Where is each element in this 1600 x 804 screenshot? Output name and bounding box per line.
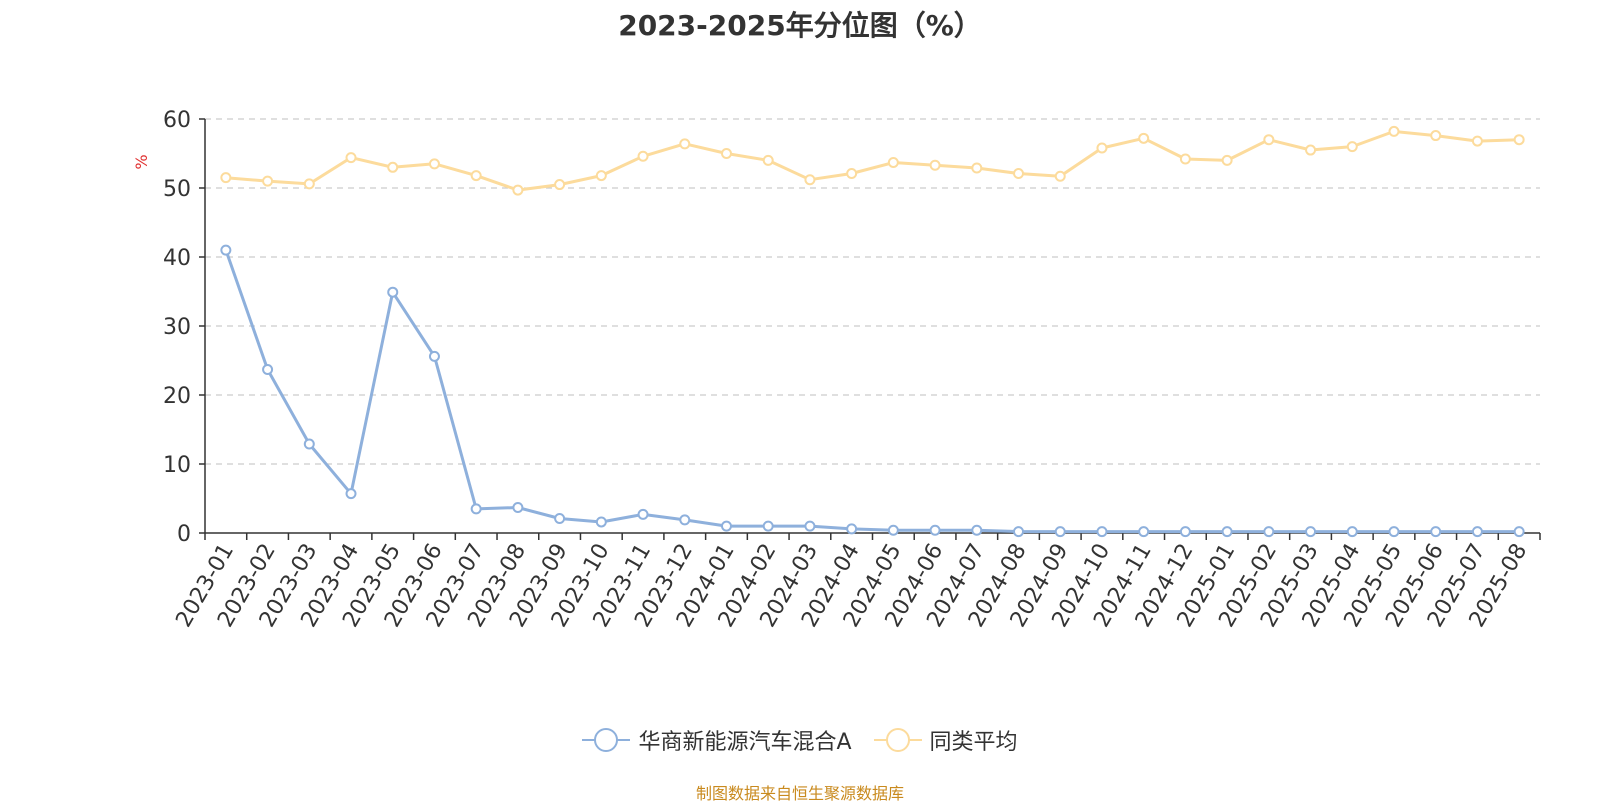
series-1-point[interactable] — [720, 520, 732, 532]
y-tick-label: 10 — [163, 453, 191, 478]
legend-swatch-series-2 — [873, 727, 922, 753]
series-2-point[interactable] — [262, 175, 274, 187]
series-1-point[interactable] — [971, 524, 983, 536]
series-2-point[interactable] — [720, 148, 732, 159]
series-2-point[interactable] — [679, 138, 691, 150]
series-1-point[interactable] — [1471, 526, 1483, 538]
series-1-point[interactable] — [1221, 526, 1233, 538]
series-2-point[interactable] — [1054, 170, 1066, 182]
series-1-point[interactable] — [1263, 526, 1275, 538]
series-2-point[interactable] — [512, 184, 524, 196]
series-2-point[interactable] — [595, 170, 607, 182]
series-1-point[interactable] — [679, 514, 691, 526]
series-1-point[interactable] — [1388, 526, 1400, 538]
series-1-point[interactable] — [595, 516, 607, 528]
series-2-point[interactable] — [554, 179, 566, 191]
series-1-point[interactable] — [1305, 526, 1317, 538]
series-1-point[interactable] — [220, 244, 232, 256]
series-1-point[interactable] — [1013, 526, 1025, 538]
series-1-point[interactable] — [512, 501, 524, 513]
series-2-point[interactable] — [1221, 154, 1233, 166]
series-2-point[interactable] — [804, 174, 816, 186]
y-tick-label: 40 — [163, 246, 191, 271]
y-axis-label: % — [132, 154, 151, 169]
series-2-point[interactable] — [1263, 134, 1275, 146]
series-2-point[interactable] — [1305, 144, 1317, 156]
series-2-point[interactable] — [637, 150, 649, 162]
series-1-point[interactable] — [387, 286, 399, 298]
series-2-point[interactable] — [303, 178, 315, 190]
legend-label-series-2: 同类平均 — [929, 730, 1018, 755]
series-2-point[interactable] — [1138, 132, 1150, 144]
legend-circle-series-2 — [885, 728, 910, 752]
series-2-point[interactable] — [1346, 141, 1358, 153]
series-1-point[interactable] — [1430, 526, 1442, 538]
legend-circle-series-1 — [594, 728, 619, 752]
y-tick-label: 0 — [177, 522, 191, 547]
series-2-point[interactable] — [1513, 134, 1525, 146]
series-2-point[interactable] — [1430, 130, 1442, 142]
series-line-2 — [225, 129, 1520, 192]
series-1-point[interactable] — [637, 508, 649, 520]
series-2-point[interactable] — [470, 170, 482, 182]
series-1-point[interactable] — [1179, 526, 1191, 538]
series-lines — [220, 125, 1525, 538]
y-tick-label: 20 — [163, 384, 191, 409]
series-1-point[interactable] — [1096, 526, 1108, 538]
y-tick-label: 50 — [163, 177, 191, 202]
series-1-point[interactable] — [428, 350, 440, 362]
legend-item-series-1[interactable]: 华商新能源汽车混合A — [582, 724, 852, 756]
series-1-point[interactable] — [262, 363, 274, 375]
grid-lines — [205, 118, 1540, 465]
series-2-point[interactable] — [1471, 135, 1483, 147]
series-1-point[interactable] — [846, 523, 858, 535]
chart-title: 2023-2025年分位图（%） — [618, 9, 982, 42]
series-2-point[interactable] — [345, 152, 357, 164]
legend: 华商新能源汽车混合A 同类平均 — [0, 722, 1600, 758]
series-1-point[interactable] — [929, 524, 941, 536]
y-tick-label: 60 — [163, 108, 191, 133]
legend-item-series-2[interactable]: 同类平均 — [873, 724, 1018, 756]
source-note: 制图数据来自恒生聚源数据库 — [695, 784, 904, 803]
series-1-point[interactable] — [887, 524, 899, 536]
series-2-point[interactable] — [846, 168, 858, 180]
series-1-point[interactable] — [804, 520, 816, 532]
series-line-1 — [224, 249, 1520, 534]
series-2-point[interactable] — [762, 154, 774, 166]
series-1-point[interactable] — [1513, 526, 1525, 538]
series-2-point[interactable] — [887, 156, 899, 168]
series-2-point[interactable] — [387, 161, 399, 173]
axes: 01020304050602023-012023-022023-032023-0… — [163, 108, 1541, 632]
series-2-point[interactable] — [971, 162, 983, 174]
series-1-point[interactable] — [345, 488, 357, 500]
series-1-point[interactable] — [303, 438, 315, 450]
series-1-point[interactable] — [470, 503, 482, 515]
series-1-point[interactable] — [1138, 526, 1150, 538]
legend-label-series-1: 华商新能源汽车混合A — [638, 730, 852, 755]
series-2-point[interactable] — [220, 172, 232, 184]
series-2-point[interactable] — [1013, 168, 1025, 180]
series-2-point[interactable] — [1179, 153, 1191, 165]
y-tick-label: 30 — [163, 315, 191, 340]
series-1-point[interactable] — [1054, 526, 1066, 538]
series-2-point[interactable] — [929, 159, 941, 171]
series-1-point[interactable] — [1346, 526, 1358, 538]
series-1-point[interactable] — [762, 520, 774, 532]
series-2-point[interactable] — [428, 158, 440, 170]
series-2-point[interactable] — [1096, 142, 1108, 154]
legend-swatch-series-1 — [582, 727, 631, 753]
series-2-point[interactable] — [1388, 125, 1400, 137]
series-1-point[interactable] — [554, 513, 566, 525]
